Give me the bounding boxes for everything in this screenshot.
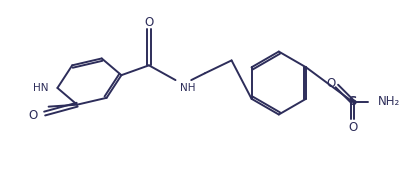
Text: O: O [348,121,357,134]
Text: NH: NH [180,83,196,93]
Text: O: O [144,16,154,29]
Text: HN: HN [33,83,49,93]
Text: S: S [348,95,357,108]
Text: O: O [28,109,37,122]
Text: NH₂: NH₂ [378,95,400,108]
Text: O: O [326,77,335,90]
